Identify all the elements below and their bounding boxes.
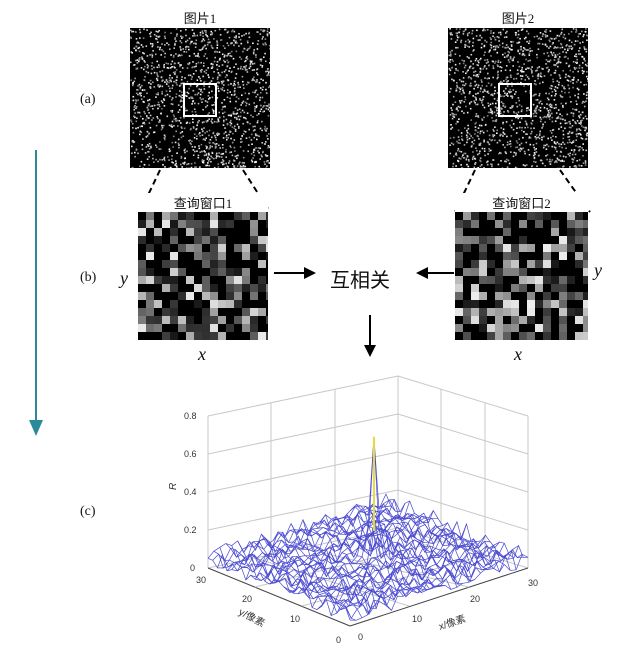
correlation-surface-plot: 0 0.2 0.4 0.6 0.8 30 20 10 0 0 10 20 30 … [168, 375, 538, 645]
window1 [138, 212, 274, 340]
mesh-line [308, 519, 452, 590]
mesh-line [237, 540, 380, 610]
window2 [455, 212, 591, 340]
mesh-line [349, 553, 529, 621]
panel-a-label: (a) [80, 92, 96, 107]
image1-caption: 图片1 [183, 11, 217, 26]
flow-arrow [29, 150, 43, 436]
mesh-line [335, 549, 514, 607]
mesh-line [380, 499, 523, 560]
cross-correlation-label: 互相关 [330, 270, 390, 292]
mesh-line [314, 519, 458, 588]
mesh-line [326, 516, 469, 583]
panel-c-label: (c) [80, 504, 96, 519]
z-tick: 0.2 [184, 525, 197, 535]
mesh-line [278, 532, 422, 593]
mesh-line [338, 513, 481, 578]
x-axis-label: x/像素 [437, 612, 467, 633]
z-axis-label: R [168, 483, 179, 490]
y-tick: 0 [336, 635, 341, 645]
interrogation-box-1 [183, 83, 217, 117]
x-tick: 10 [412, 614, 422, 624]
mesh-line [296, 523, 440, 590]
z-tick: 0.4 [184, 487, 197, 497]
mesh-line [219, 547, 363, 618]
speckle-image-2 [448, 28, 590, 170]
x-tick: 0 [358, 632, 363, 642]
mesh-line [267, 539, 410, 598]
mesh-line [344, 510, 487, 572]
z-tick: 0.6 [184, 449, 197, 459]
image2 [448, 28, 590, 170]
window2-x-axis: x [514, 344, 522, 364]
panel-b-label: (b) [80, 270, 97, 285]
y-axis-label: y/像素 [237, 605, 268, 630]
mesh-line [385, 493, 529, 559]
arrows [274, 267, 454, 357]
mesh-line [255, 537, 398, 599]
mesh-line [272, 531, 416, 598]
y-tick: 30 [196, 575, 206, 585]
z-tick: 0.8 [184, 411, 197, 421]
y-tick: 20 [242, 594, 252, 604]
x-tick: 20 [470, 594, 480, 604]
y-tick: 10 [290, 614, 300, 624]
mesh-line [278, 436, 458, 588]
interrogation-window-1 [138, 212, 274, 340]
mesh-line [332, 513, 475, 582]
mesh-line [213, 550, 357, 621]
window1-caption: 查询窗口1 [138, 193, 268, 212]
axis-ticks: 0 0.2 0.4 0.6 0.8 30 20 10 0 0 10 20 30 [184, 411, 538, 645]
mesh-line [284, 529, 428, 594]
arrow-down-icon [364, 345, 376, 357]
interrogation-window-2 [455, 212, 591, 340]
correlation-mesh [207, 436, 529, 621]
mesh-line [367, 503, 511, 571]
interrogation-box-2 [498, 83, 532, 117]
mesh-line [207, 554, 351, 621]
mesh-line [225, 543, 369, 615]
arrow-left-icon [416, 267, 428, 279]
z-tick: 0 [190, 563, 195, 573]
speckle-image-1 [130, 28, 272, 170]
mesh-line [356, 504, 499, 569]
x-tick: 30 [528, 578, 538, 588]
mesh-line [290, 523, 434, 591]
arrow-right-icon [304, 267, 316, 279]
window2-y-axis: y [594, 260, 602, 280]
mesh-line [373, 502, 517, 570]
image1 [130, 28, 272, 170]
image2-caption: 图片2 [501, 11, 535, 26]
mesh-line [207, 493, 387, 559]
window1-x-axis: x [198, 344, 206, 364]
window1-y-axis: y [120, 268, 128, 288]
window2-caption: 查询窗口2 [455, 193, 588, 212]
